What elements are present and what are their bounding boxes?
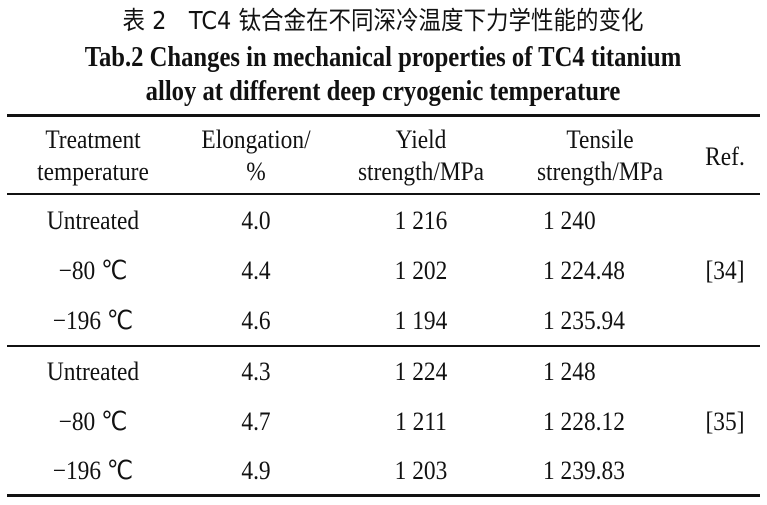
table-cell: 4.6 [241, 306, 271, 335]
header-cell: strength/MPa [357, 157, 485, 186]
table-cell: −196 ℃ [52, 306, 134, 335]
table-cell: 4.4 [241, 256, 271, 285]
table-cell: 4.3 [241, 357, 271, 386]
table-cell: 1 203 [394, 456, 448, 485]
table-cell: 1 224.48 [543, 256, 625, 285]
table-cell: −196 ℃ [52, 456, 134, 485]
caption-english-line2: alloy at different deep cryogenic temper… [145, 76, 621, 107]
table-cell: 1 228.12 [543, 407, 625, 436]
header-cell: Yield [395, 125, 447, 154]
header-cell: strength/MPa [536, 157, 664, 186]
group-rule [7, 345, 760, 347]
header-cell: Elongation/ [201, 125, 311, 154]
ref-cell: [34] [705, 256, 745, 285]
table-cell: 4.0 [241, 206, 271, 235]
top-rule [7, 114, 760, 117]
header-cell: temperature [37, 157, 149, 186]
table-cell: 4.9 [241, 456, 271, 485]
table-cell: 4.7 [241, 407, 271, 436]
caption-english-line1: Tab.2 Changes in mechanical properties o… [84, 42, 682, 73]
table-cell: Untreated [46, 357, 140, 386]
table-cell: 1 202 [394, 256, 448, 285]
table-cell: 1 216 [394, 206, 448, 235]
table-cell: −80 ℃ [58, 256, 128, 285]
table-cell: 1 235.94 [543, 306, 625, 335]
caption-chinese: 表 2 TC4 钛合金在不同深冷温度下力学性能的变化 [122, 6, 644, 35]
header-rule [7, 193, 760, 195]
table-cell: −80 ℃ [58, 407, 128, 436]
table-cell: 1 240 [543, 206, 596, 235]
header-cell: Ref. [705, 142, 745, 171]
header-cell: % [246, 157, 266, 186]
table-cell: 1 211 [395, 407, 447, 436]
bottom-rule [7, 494, 760, 497]
ref-cell: [35] [705, 407, 745, 436]
header-cell: Treatment [45, 125, 141, 154]
table-cell: 1 194 [394, 306, 448, 335]
table-cell: Untreated [46, 206, 140, 235]
table-cell: 1 224 [394, 357, 448, 386]
table-cell: 1 248 [543, 357, 596, 386]
table-cell: 1 239.83 [543, 456, 625, 485]
header-cell: Tensile [566, 125, 634, 154]
